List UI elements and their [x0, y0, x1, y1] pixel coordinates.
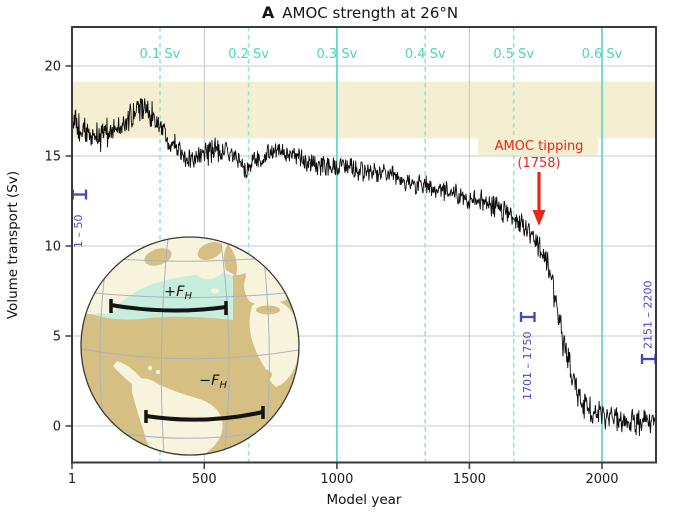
range-marker-1-50 [71, 189, 88, 200]
ytick-0: 0 [53, 420, 61, 435]
forcing-label-0.2sv: 0.2 Sv [228, 47, 269, 62]
hosing-globe-inset: +FH −FH [80, 236, 300, 456]
xtick-2000: 2000 [585, 472, 618, 487]
globe-land-iceland [210, 288, 220, 294]
globe-davis-strait [197, 241, 223, 261]
tipping-label-line1: AMOC tipping [495, 139, 584, 154]
xtick-1000: 1000 [320, 472, 353, 487]
globe-land-africa [249, 299, 299, 387]
hosing-bar-north [110, 303, 227, 313]
globe-gulf-of-guinea [252, 369, 272, 381]
x-axis-label: Model year [327, 492, 402, 508]
forcing-label-0.3sv: 0.3 Sv [317, 47, 358, 62]
hosing-label-minus: −FH [199, 373, 228, 391]
tipping-arrow-head [532, 210, 546, 226]
tipping-annotation-box [478, 135, 598, 155]
title-text: AMOC strength at 26°N [282, 4, 458, 22]
range-marker-1701-1750 [519, 312, 536, 322]
range-marker-2151-2200 [640, 354, 657, 364]
globe-land-antilles [147, 365, 153, 371]
range-label-1701-1750: 1701 – 1750 [521, 332, 534, 400]
forcing-label-0.4sv: 0.4 Sv [405, 47, 446, 62]
hosing-label-plus: +FH [164, 284, 193, 302]
hosing-bar-south [145, 410, 264, 422]
tipping-label-line2: (1758) [517, 156, 560, 171]
globe-land-central-america [113, 361, 141, 385]
xtick-500: 500 [192, 472, 217, 487]
plot-frame [71, 26, 657, 464]
forcing-label-0.5sv: 0.5 Sv [493, 47, 534, 62]
forcing-labels: 0.1 Sv 0.2 Sv 0.3 Sv 0.4 Sv 0.5 Sv 0.6 S… [140, 47, 623, 62]
axis-ticks [65, 65, 603, 469]
range-label-1-50: 1 – 50 [72, 215, 85, 249]
ytick-20: 20 [44, 60, 61, 75]
range-label-2151-2200: 2151 – 2200 [642, 281, 655, 349]
amoc-timeseries-line [72, 98, 656, 437]
globe-land-antilles-2 [156, 370, 160, 374]
range-marker-labels: 1 – 50 1701 – 1750 2151 – 2200 [72, 215, 655, 401]
forcing-label-0.6sv: 0.6 Sv [582, 47, 623, 62]
observed-range-band [72, 81, 656, 139]
forcing-label-0.1sv: 0.1 Sv [140, 47, 181, 62]
ytick-10: 10 [44, 240, 61, 255]
y-tick-labels: 20 15 10 5 0 [44, 60, 61, 435]
xtick-1: 1 [68, 472, 76, 487]
y-axis-label: Volume transport (Sv) [5, 171, 21, 319]
ytick-5: 5 [53, 330, 61, 345]
x-tick-labels: 1 500 1000 1500 2000 [68, 472, 619, 487]
globe-hosing-bars [109, 299, 265, 423]
globe-outline [80, 236, 300, 456]
plot-title: A AMOC strength at 26°N [262, 3, 458, 22]
panel-letter: A [262, 3, 275, 22]
tipping-annotation: AMOC tipping (1758) [478, 135, 598, 226]
xtick-1500: 1500 [453, 472, 486, 487]
ytick-15: 15 [44, 150, 61, 165]
